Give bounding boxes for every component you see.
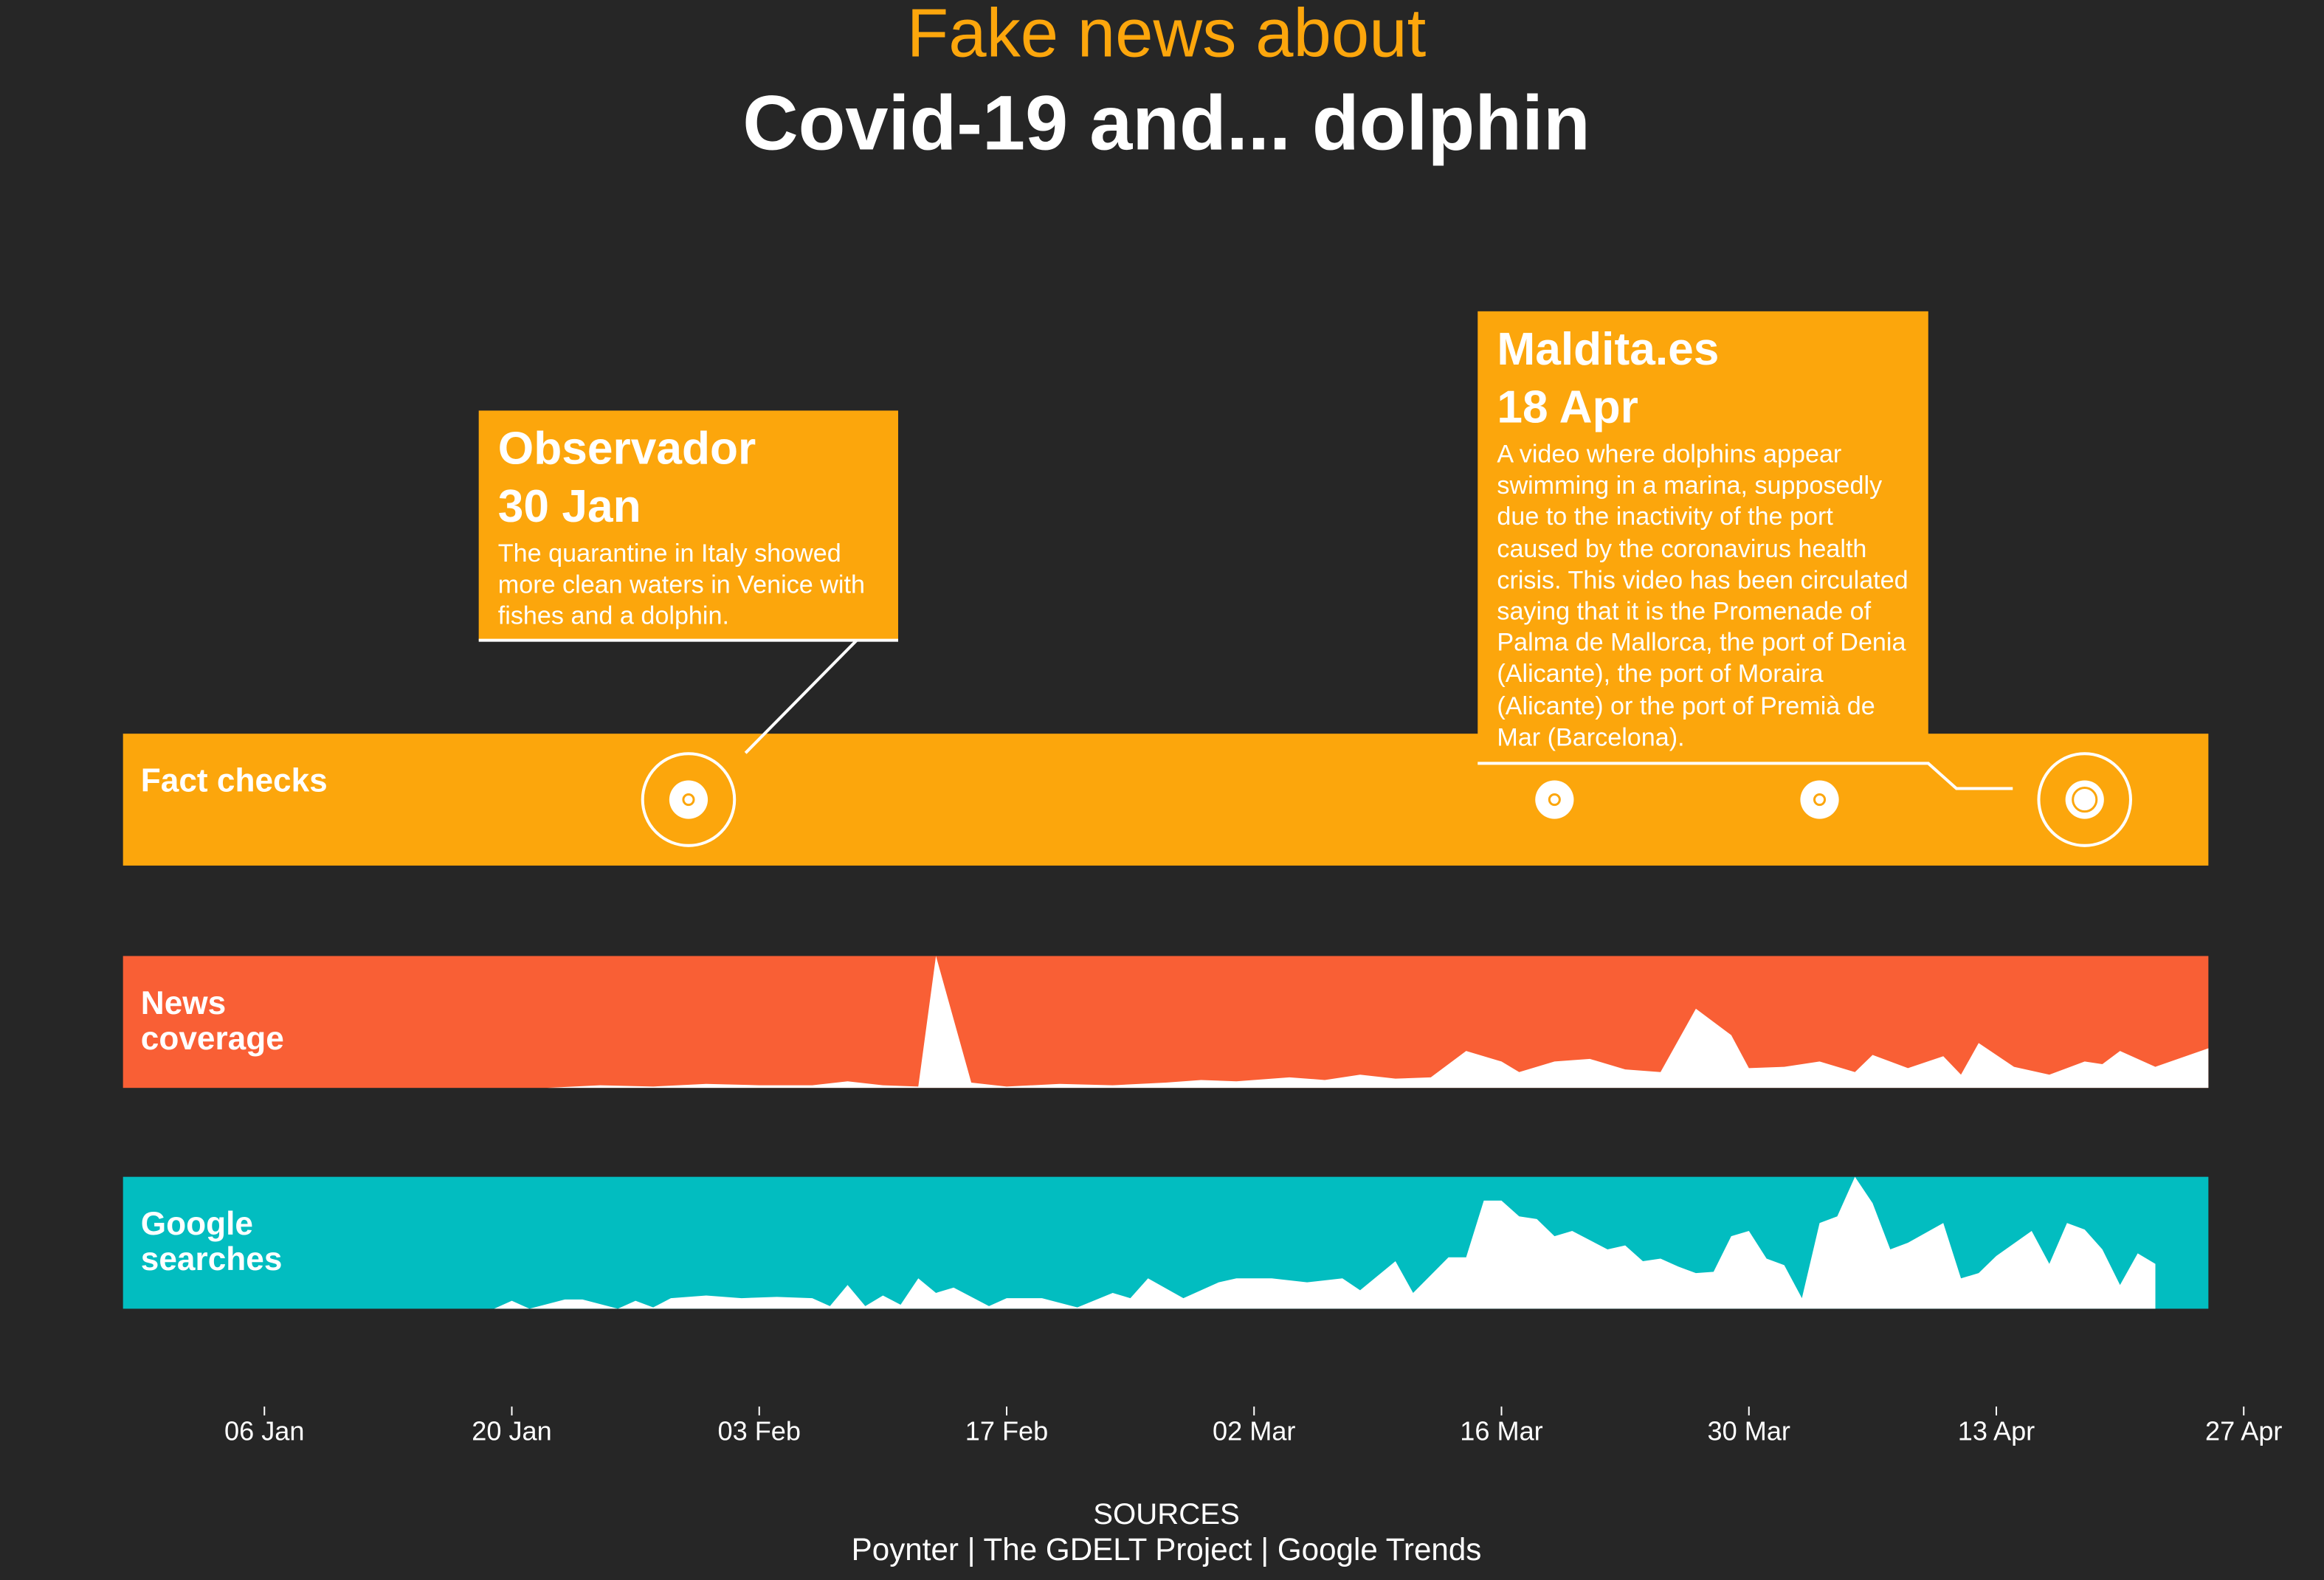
band (123, 956, 2209, 1089)
x-tick-label: 03 Feb (718, 1416, 801, 1446)
annotation-source: Maldita.es (1497, 322, 1720, 376)
band-label-box: Google searches (140, 1206, 283, 1278)
fact-check (1535, 780, 1574, 819)
annotation-content: Observador 30 Jan The quarantine in Italy … (479, 410, 898, 640)
x-tick-label: 20 Jan (472, 1416, 551, 1446)
annotation-date: 18 Apr (1497, 381, 1638, 433)
annotation-source: Observador (497, 422, 756, 475)
x-tick-label: 06 Jan (224, 1416, 304, 1446)
x-tick-label: 02 Mar (1213, 1416, 1295, 1446)
fact-check (2037, 752, 2132, 847)
fact-check-dot (1800, 780, 1839, 819)
sources: Poynter | The GDELT Project | Google Tre… (852, 1532, 1482, 1567)
band-label-box: News coverage (140, 985, 284, 1057)
fact-check-core (682, 793, 695, 807)
band-label-box: Fact checks (140, 763, 328, 799)
band-label: News coverage (140, 985, 284, 1057)
area (494, 1176, 2156, 1309)
x-tick-label: 17 Feb (965, 1416, 1048, 1446)
fact-check (1800, 780, 1839, 819)
annotation-box (1478, 311, 1928, 764)
fact-check-dot (1535, 780, 1574, 819)
annotation-underline (1478, 762, 2013, 790)
x-tick-label: 27 Apr (2205, 1416, 2282, 1446)
area (547, 956, 2209, 1089)
x-tick-label: 30 Mar (1708, 1416, 1790, 1446)
fact-check (641, 752, 737, 847)
annotation-connector (744, 639, 858, 754)
fact-check-core (1813, 793, 1827, 807)
fact-check-core (1548, 793, 1561, 807)
chart-title: Fake news about (907, 0, 1427, 72)
annotation-text: The quarantine in Italy showed more clea… (497, 539, 865, 631)
fact-check-ring (2037, 752, 2132, 847)
fact-check-dot (2065, 780, 2104, 819)
fact-check-ring (641, 752, 737, 847)
annotation-text: A video where dolphins appear swimming i… (1497, 440, 1908, 751)
chart-subtitle: Covid-19 and... dolphin (742, 80, 1590, 166)
annotation-date: 30 Jan (497, 480, 641, 533)
sources-title: SOURCES (1093, 1497, 1240, 1531)
band-label: Fact checks (140, 763, 328, 799)
band-label: Google searches (140, 1206, 283, 1278)
x-tick-label: 13 Apr (1958, 1416, 2035, 1446)
annotation-content: Maldita.es 18 Apr A video where dolphins a… (1478, 311, 1928, 762)
fact-check-core (2072, 786, 2098, 813)
x-tick-label: 16 Mar (1460, 1416, 1542, 1446)
annotation-box (478, 410, 899, 641)
fact-check-dot (669, 780, 708, 819)
